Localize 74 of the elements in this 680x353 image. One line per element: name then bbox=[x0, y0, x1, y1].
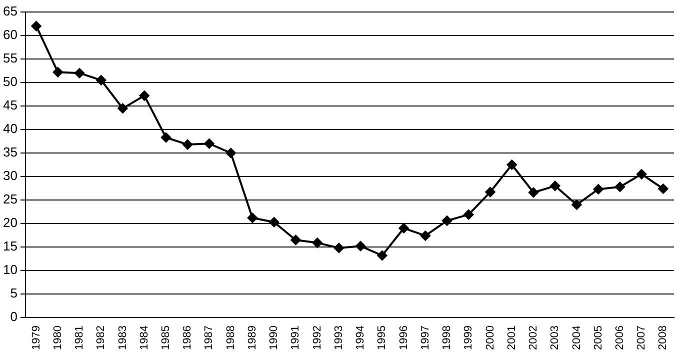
x-tick-label: 2004 bbox=[570, 326, 583, 350]
x-tick-label: 1991 bbox=[290, 326, 302, 350]
x-tick-label: 1987 bbox=[203, 326, 216, 350]
point bbox=[506, 160, 517, 170]
x-tick-label: 2001 bbox=[506, 326, 518, 350]
x-tick-label: 1992 bbox=[311, 326, 324, 350]
point bbox=[572, 200, 582, 210]
point bbox=[31, 21, 42, 32]
x-tick-label: 1986 bbox=[182, 326, 194, 350]
point bbox=[485, 187, 496, 198]
point bbox=[160, 132, 171, 142]
x-tick-label: 1979 bbox=[30, 326, 42, 350]
point bbox=[398, 223, 409, 234]
point bbox=[593, 184, 604, 194]
point bbox=[74, 68, 85, 78]
x-tick-label: 2007 bbox=[636, 326, 648, 350]
x-tick-label: 2000 bbox=[484, 326, 496, 350]
point bbox=[658, 184, 668, 194]
point bbox=[139, 90, 150, 101]
y-tick-label: 45 bbox=[2, 98, 18, 113]
x-tick-label: 2005 bbox=[592, 326, 604, 350]
x-tick-label: 2008 bbox=[657, 326, 670, 350]
point bbox=[247, 212, 258, 223]
point bbox=[420, 230, 430, 241]
point bbox=[636, 169, 647, 180]
x-tick-label: 1988 bbox=[224, 326, 237, 350]
y-tick-label: 55 bbox=[2, 50, 18, 66]
y-tick-label: 40 bbox=[2, 121, 18, 136]
point bbox=[614, 182, 625, 192]
y-tick-label: 5 bbox=[10, 286, 18, 301]
point bbox=[96, 75, 106, 86]
x-tick-label: 2006 bbox=[614, 326, 626, 350]
x-tick-label: 2003 bbox=[549, 326, 562, 350]
x-tick-label: 1985 bbox=[160, 326, 172, 350]
y-tick-label: 30 bbox=[2, 168, 18, 184]
point bbox=[312, 238, 322, 248]
x-tick-label: 1989 bbox=[246, 326, 258, 350]
y-tick-label: 15 bbox=[2, 238, 18, 254]
point bbox=[377, 250, 388, 260]
point bbox=[550, 180, 560, 191]
y-tick-label: 60 bbox=[2, 27, 18, 42]
x-tick-label: 1981 bbox=[74, 326, 86, 350]
x-tick-label: 1994 bbox=[354, 326, 367, 350]
x-tick-label: 1990 bbox=[268, 326, 280, 350]
y-tick-label: 20 bbox=[2, 215, 18, 230]
point bbox=[226, 148, 236, 158]
point bbox=[334, 242, 344, 253]
y-tick-label: 50 bbox=[2, 74, 18, 90]
point bbox=[182, 140, 193, 150]
x-tick-label: 1982 bbox=[95, 326, 108, 350]
point bbox=[269, 217, 280, 228]
point bbox=[290, 234, 301, 245]
x-tick-label: 2002 bbox=[528, 326, 540, 350]
x-tick-label: 1999 bbox=[462, 326, 475, 350]
y-tick-label: 0 bbox=[10, 309, 18, 324]
point bbox=[528, 188, 538, 198]
y-tick-label: 10 bbox=[2, 262, 18, 278]
y-tick-label: 25 bbox=[2, 192, 18, 207]
point bbox=[204, 138, 214, 149]
x-tick-label: 1995 bbox=[376, 326, 388, 350]
x-tick-label: 1983 bbox=[116, 326, 129, 350]
point bbox=[442, 216, 452, 226]
y-tick-label: 35 bbox=[2, 144, 18, 160]
point bbox=[356, 241, 366, 252]
x-tick-label: 1984 bbox=[138, 326, 150, 350]
y-tick-label: 65 bbox=[2, 4, 18, 19]
point bbox=[464, 210, 474, 220]
point bbox=[52, 67, 63, 78]
x-tick-label: 1996 bbox=[398, 326, 410, 350]
x-tick-label: 1997 bbox=[419, 326, 432, 350]
x-tick-label: 1980 bbox=[52, 326, 64, 350]
x-tick-label: 1993 bbox=[332, 326, 345, 350]
point bbox=[118, 103, 128, 114]
x-tick-label: 1998 bbox=[441, 326, 454, 350]
